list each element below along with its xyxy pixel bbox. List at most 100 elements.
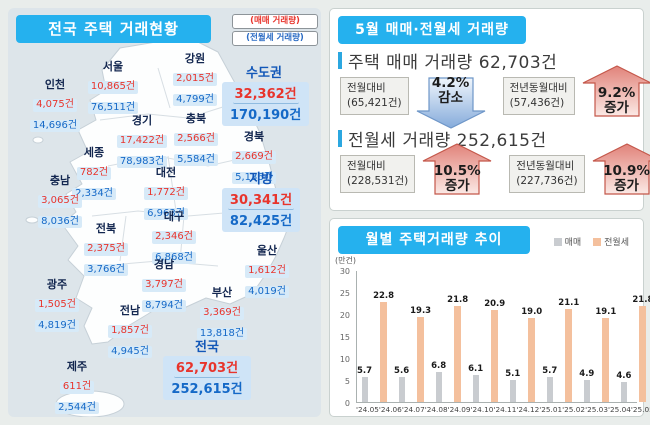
sale-bar-stack: 5.6 [394,366,409,402]
region-label-jeju: 제주 611건 2,544건 [48,360,106,415]
y-tick-label: 30 [339,267,350,276]
change-text: 10.9% 증가 [587,164,650,194]
region-name: 강원 [184,52,206,65]
region-values: 1,612건 4,019건 [238,258,296,299]
rent-bar [528,318,536,402]
map-legend-sale: (매매 거래량) [232,14,318,29]
comparison-base-value: (227,736건) [516,175,578,187]
region-rent-value: 14,696건 [29,119,81,132]
region-sale-value: 30,341건 [227,193,295,210]
region-label-sejong: 세종 782건 2,334건 [66,146,122,201]
rent-bar [417,317,425,402]
x-tick-label: '24.05 [356,405,379,414]
region-values: 1,505건 4,819건 [28,292,86,333]
region-name: 부산 [211,286,233,299]
legend-item-매매: 매매 [553,235,581,248]
sale-bar [435,372,442,402]
legend-item-전월세: 전월세 [593,235,629,248]
chart-unit-label: (만건) [335,256,356,265]
chart-title: 월별 주택거래량 추이 [338,226,530,254]
region-label-chungbuk: 충북 2,566건 5,584건 [166,112,226,167]
region-name: 대구 [163,210,185,223]
region-rent-value: 4,799건 [173,93,217,106]
x-tick-label: '24.08 [424,405,448,414]
region-sale-value: 1,612건 [245,265,289,278]
region-rent-value: 5,584건 [174,153,218,166]
y-tick-label: 20 [339,311,350,320]
region-sale-value: 3,797건 [142,279,186,292]
region-name: 경기 [131,114,153,127]
change-text: 10.5% 증가 [417,164,497,194]
bar-group-'24.09: 5.1 19.0 [505,271,542,402]
region-values: 3,797건 8,794건 [134,272,194,313]
rent-bar-stack: 19.0 [521,307,542,402]
x-tick-label: '24.07 [401,405,425,414]
rent-bar-value: 20.9 [484,299,506,310]
region-name: 울산 [256,244,278,257]
sale-bar-value: 5.1 [505,368,521,379]
sale-bar-value: 6.1 [468,364,484,375]
region-label-daejeon: 대전 1,772건 6,963건 [136,166,196,221]
change-percent: 9.2% [597,85,636,101]
region-label-incheon: 인천 4,075건 14,696건 [26,78,84,133]
chart-x-axis: '24.05'24.06'24.07'24.08'24.09'24.10'24.… [356,405,650,414]
rent-bar-stack: 21.8 [632,295,650,402]
region-label-gangwon: 강원 2,015건 4,799건 [166,52,224,107]
region-rent-value: 4,819건 [35,319,79,332]
region-name: 충남 [49,174,71,187]
change-word: 증가 [614,178,639,194]
region-values: 2,566건 5,584건 [166,126,226,167]
region-label-ulsan: 울산 1,612건 4,019건 [238,244,296,299]
y-tick-label: 0 [344,399,350,408]
x-tick-label: '25.03 [585,405,608,414]
rent-bar [565,309,573,402]
region-values: 2,015건 4,799건 [166,66,224,107]
change-percent: 4.2% [431,75,470,91]
region-name: 전남 [119,304,141,317]
sale-bar-stack: 6.8 [431,361,446,402]
sale-bar-value: 5.6 [394,366,410,377]
rent-bar [639,306,647,402]
bar-group-'24.07: 6.8 21.8 [431,271,468,402]
change-word: 감소 [438,90,464,106]
region-sale-value: 3,065건 [38,195,82,208]
rent-bar-value: 22.8 [373,290,395,301]
region-rent-value: 5,136건 [232,171,276,184]
rent-bar-stack: 21.8 [447,295,468,402]
comparison-base-box: 전년동월대비 (227,736건) [509,155,585,193]
region-name: 수도권 [246,66,282,81]
sale-bar-stack: 5.7 [542,366,557,402]
bar-group-'24.12: 4.6 21.8 [616,271,650,402]
x-tick-label: '25.01 [539,405,563,414]
map-legend: (매매 거래량) (전월세 거래량) [232,14,318,48]
chart-plot-area: 5.7 22.8 5.6 19.3 6.8 21.8 6.1 20.9 5.1 19.0 5.7 21… [356,271,650,403]
region-values: 2,346건 6,868건 [144,224,204,265]
rent-bar [380,301,388,402]
rent-comparison-row: 전월대비 (228,531건) 10.5% 증가 전년동월대비 (227,736건) 10.… [340,143,650,195]
region-values: 30,341건 82,425건 [221,188,301,232]
sale-bar [472,375,479,402]
comparison-block: 전월대비 (228,531건) 10.5% 증가 [340,143,497,195]
region-label-gyeongnam: 경남 3,797건 8,794건 [134,258,194,313]
region-label-gyeonggi: 경기 17,422건 78,983건 [110,114,174,169]
region-values: 32,362건 170,190건 [222,82,310,126]
up-arrow-icon [592,143,650,195]
change-arrow-cell: 4.2% 감소 [411,75,491,129]
sale-comparison-row: 전월대비 (65,421건) 4.2% 감소 전년동월대비 (57,436건) 9.2% 증가 [340,65,650,129]
region-sale-value: 611건 [59,381,95,394]
sale-bar [509,379,516,402]
region-sale-value: 10,865건 [87,81,139,94]
region-rent-value: 2,544건 [55,401,99,414]
region-sale-value: 4,075건 [33,99,77,112]
comparison-label: 전년동월대비 [516,160,575,173]
sale-bar [546,376,553,402]
comparison-label: 전월대비 [347,160,386,173]
region-label-daegu: 대구 2,346건 6,868건 [144,210,204,265]
region-rent-value: 78,983건 [116,155,168,168]
monthly-trend-panel: 월별 주택거래량 추이 매매 전월세 (만건) 0 5 10 15 20 25 30 5.7 2… [329,218,650,417]
region-sale-value: 3,369건 [200,307,244,320]
region-rent-value: 76,511건 [87,101,139,114]
rent-bar [602,317,610,402]
comparison-block: 전년동월대비 (227,736건) 10.9% 증가 [509,143,650,195]
comparison-base-value: (228,531건) [347,175,409,187]
